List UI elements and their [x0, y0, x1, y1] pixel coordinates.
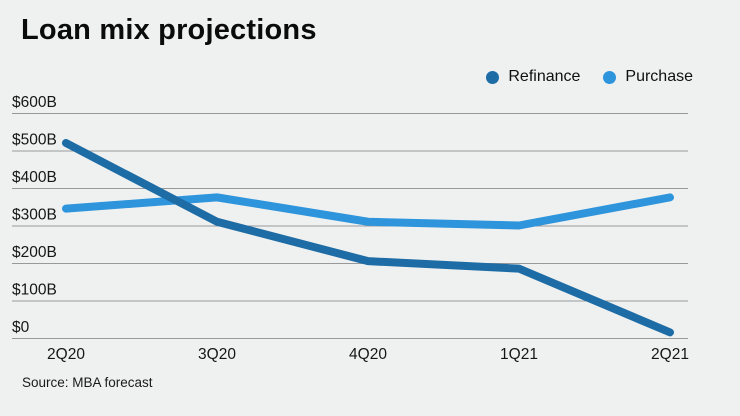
- legend-label-purchase: Purchase: [625, 68, 693, 85]
- source-attribution: Source: MBA forecast: [22, 375, 153, 390]
- series-line-purchase: [62, 193, 674, 230]
- legend-item-refinance: Refinance: [486, 68, 580, 86]
- y-axis-tick-label: $400B: [12, 169, 57, 186]
- y-axis-tick-label: $200B: [12, 244, 57, 261]
- y-axis-tick-label: $300B: [12, 207, 57, 224]
- x-axis-tick-label: 1Q21: [500, 346, 538, 363]
- chart-legend: Refinance Purchase: [486, 68, 693, 86]
- y-axis-tick-label: $100B: [12, 282, 57, 299]
- page-title: Loan mix projections: [21, 14, 317, 46]
- series-line-refinance: [62, 139, 674, 337]
- refinance-dot-icon: [486, 70, 500, 84]
- x-axis-tick-label: 2Q20: [47, 346, 85, 363]
- legend-item-purchase: Purchase: [603, 68, 693, 86]
- y-axis-tick-label: $600B: [12, 94, 57, 111]
- x-axis-tick-label: 2Q21: [651, 346, 689, 363]
- y-axis-tick-label: $500B: [12, 132, 57, 149]
- purchase-dot-icon: [603, 70, 617, 84]
- y-axis-tick-label: $0: [12, 319, 30, 336]
- legend-label-refinance: Refinance: [508, 68, 581, 85]
- x-axis-tick-label: 3Q20: [198, 346, 236, 363]
- x-axis-tick-label: 4Q20: [349, 346, 387, 363]
